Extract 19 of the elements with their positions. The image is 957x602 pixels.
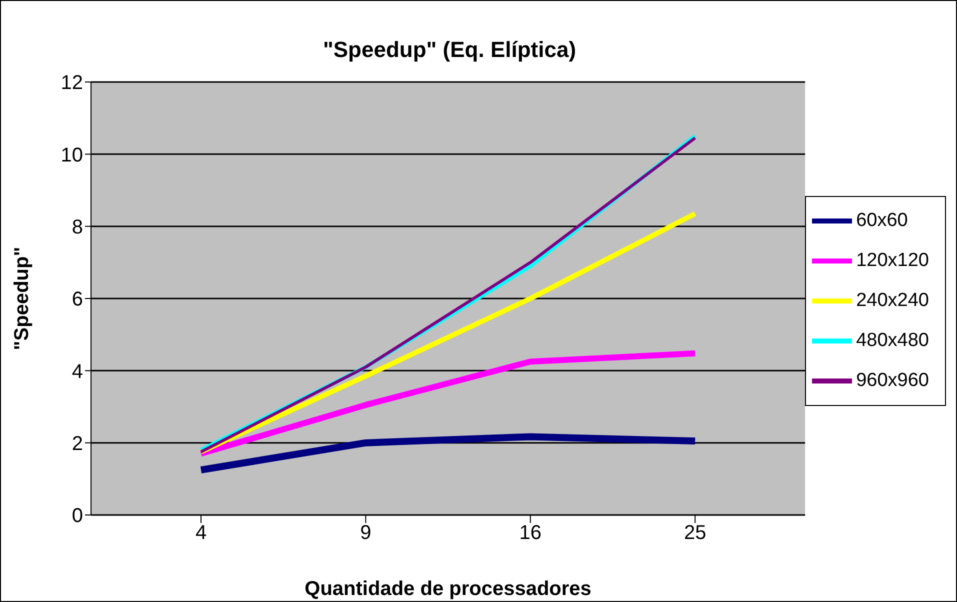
legend-label: 480x480: [856, 330, 929, 352]
chart-title: "Speedup" (Eq. Elíptica): [322, 37, 578, 63]
y-tick-label: 2: [72, 432, 83, 455]
y-axis-title: "Speedup": [11, 246, 34, 350]
x-axis-title: Quantidade de processadores: [304, 578, 592, 600]
x-tick-label: 9: [360, 522, 372, 544]
y-tick-label: 0: [72, 505, 83, 528]
x-tick-label: 4: [195, 522, 207, 544]
x-tick-label: 16: [519, 522, 542, 544]
y-tick-label: 4: [72, 360, 83, 383]
legend-label: 120x120: [856, 250, 929, 272]
y-tick-label: 12: [60, 72, 83, 94]
legend-label: 240x240: [856, 290, 929, 312]
x-tick-label: 25: [684, 522, 706, 544]
y-tick-label: 6: [72, 288, 83, 311]
legend-label: 960x960: [856, 370, 929, 392]
y-tick-label: 8: [72, 216, 83, 238]
y-tick-label: 10: [60, 144, 83, 166]
legend-label: 60x60: [856, 210, 908, 232]
